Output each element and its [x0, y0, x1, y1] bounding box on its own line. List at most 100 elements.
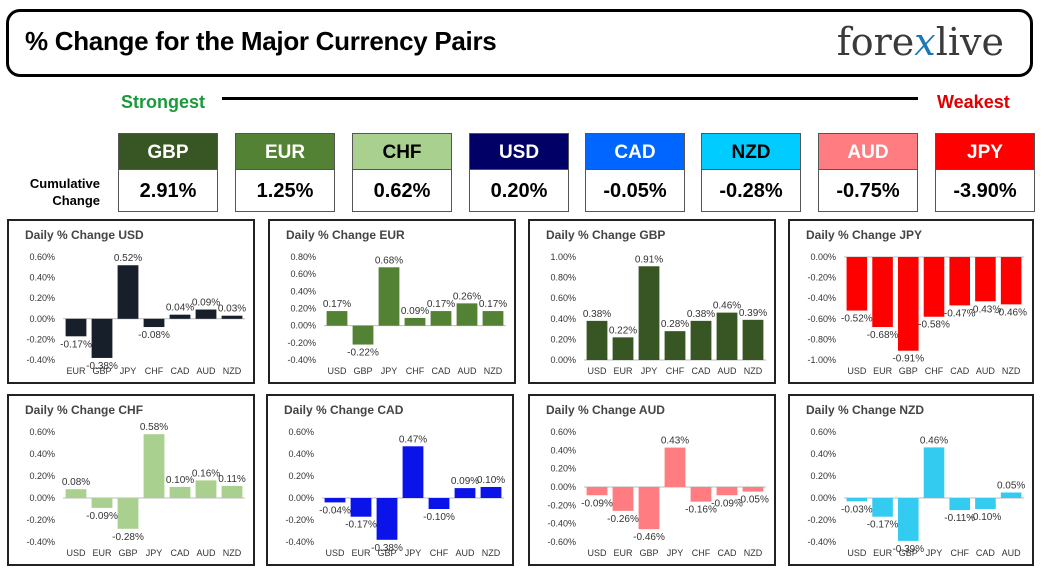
x-tick-label: NZD	[482, 548, 501, 558]
currency-code: USD	[469, 133, 569, 170]
bar-gbp	[352, 325, 374, 345]
x-tick-label: CAD	[691, 366, 711, 376]
data-label: -0.04%	[319, 505, 351, 516]
chart-panel-eur: Daily % Change EUR 0.80% 0.60% 0.40% 0.20% 0.…	[268, 219, 516, 384]
x-tick-label: CAD	[170, 548, 190, 558]
x-tick-label: JPY	[405, 548, 422, 558]
data-label: -0.22%	[347, 348, 379, 359]
y-tick-label: 0.40%	[550, 314, 576, 324]
bar-chart: 0.60% 0.40% 0.20% 0.00% -0.20% -0.40% 0.08% USD…	[26, 422, 246, 558]
bar-cad	[690, 320, 712, 360]
bar-eur	[872, 257, 893, 328]
y-tick-label: 0.60%	[29, 427, 55, 437]
currency-code: AUD	[818, 133, 918, 170]
data-label: 0.16%	[192, 468, 220, 479]
x-tick-label: CAD	[976, 548, 996, 558]
x-tick-label: USD	[587, 366, 607, 376]
x-tick-label: CHF	[145, 366, 164, 376]
y-tick-label: 0.00%	[550, 355, 576, 365]
header-box: % Change for the Major Currency Pairs fo…	[6, 9, 1033, 77]
currency-box-usd: USD 0.20%	[469, 133, 569, 212]
x-tick-label: CHF	[430, 548, 449, 558]
bar-nzd	[221, 485, 243, 498]
bar-chf	[664, 331, 686, 360]
chart-panel-nzd: Daily % Change NZD 0.60% 0.40% 0.20% 0.00% -0…	[788, 394, 1034, 566]
x-tick-label: AUD	[196, 548, 216, 558]
chart-panel-gbp: Daily % Change GBP 1.00% 0.80% 0.60% 0.40% 0.…	[528, 219, 776, 384]
y-tick-label: -0.20%	[807, 273, 836, 283]
data-label: 0.11%	[218, 474, 246, 485]
data-label: 0.46%	[920, 435, 948, 446]
y-tick-label: -0.40%	[547, 519, 576, 529]
y-tick-label: -0.60%	[807, 314, 836, 324]
chart-title: Daily % Change CAD	[284, 403, 404, 417]
x-tick-label: EUR	[351, 548, 371, 558]
bar-gbp	[898, 498, 919, 541]
y-tick-label: 0.40%	[290, 286, 316, 296]
y-tick-label: 0.60%	[29, 252, 55, 262]
x-tick-label: GBP	[899, 548, 918, 558]
bar-chart: 0.00% -0.20% -0.40% -0.60% -0.80% -1.00% -0.52…	[807, 252, 1027, 376]
currency-box-cad: CAD -0.05%	[585, 133, 685, 212]
bar-chart: 1.00% 0.80% 0.60% 0.40% 0.20% 0.00% 0.38% USD 0.…	[550, 252, 767, 376]
chart-title: Daily % Change AUD	[546, 403, 665, 417]
y-tick-label: 0.60%	[810, 427, 836, 437]
x-tick-label: EUR	[873, 366, 893, 376]
x-tick-label: GBP	[377, 548, 396, 558]
x-tick-label: NZD	[223, 548, 242, 558]
chart-title: Daily % Change EUR	[286, 228, 405, 242]
x-tick-label: USD	[587, 548, 607, 558]
currency-code: NZD	[701, 133, 801, 170]
data-label: -0.09%	[86, 511, 118, 522]
data-label: 0.68%	[375, 255, 403, 266]
data-label: 0.52%	[114, 253, 142, 264]
x-tick-label: USD	[327, 366, 347, 376]
data-label: -0.68%	[867, 330, 899, 341]
bar-cad	[975, 498, 996, 509]
bar-aud	[716, 312, 738, 360]
y-tick-label: -0.20%	[547, 500, 576, 510]
data-label: -0.38%	[86, 361, 118, 372]
bar-gbp	[117, 498, 139, 529]
x-tick-label: EUR	[873, 548, 893, 558]
y-tick-label: 0.80%	[550, 273, 576, 283]
data-label: -0.58%	[918, 320, 950, 331]
y-tick-label: -0.20%	[287, 338, 316, 348]
cumulative-label-line-2: Change	[52, 193, 100, 208]
y-tick-label: 0.20%	[29, 471, 55, 481]
bar-aud	[456, 303, 478, 326]
data-label: -0.11%	[944, 513, 975, 524]
x-tick-label: AUD	[976, 366, 996, 376]
x-tick-label: EUR	[613, 548, 633, 558]
chart-title: Daily % Change CHF	[25, 403, 144, 417]
bar-usd	[324, 498, 346, 503]
y-tick-label: -1.00%	[807, 355, 836, 365]
chart-panel-chf: Daily % Change CHF 0.60% 0.40% 0.20% 0.00% -0…	[7, 394, 255, 566]
chart-panel-cad: Daily % Change CAD 0.60% 0.40% 0.20% 0.00% -0…	[266, 394, 514, 566]
x-tick-label: NZD	[744, 548, 763, 558]
data-label: -0.17%	[345, 520, 377, 531]
data-label: -0.17%	[60, 339, 92, 350]
bar-aud	[195, 309, 217, 319]
forexlive-logo: forexlive	[837, 20, 1004, 64]
y-tick-label: -0.40%	[287, 355, 316, 365]
y-tick-label: 0.40%	[29, 273, 55, 283]
x-tick-label: CHF	[925, 366, 944, 376]
bar-chart: 0.60% 0.40% 0.20% 0.00% -0.20% -0.40% -0.03% US…	[807, 427, 1025, 558]
bar-jpy	[117, 265, 139, 319]
bar-usd	[846, 498, 868, 502]
cumulative-label-line-1: Cumulative	[29, 176, 100, 191]
data-label: 0.38%	[687, 309, 715, 320]
bar-gbp	[638, 487, 660, 530]
x-tick-label: GBP	[353, 366, 372, 376]
bar-gbp	[91, 318, 113, 358]
y-tick-label: -0.40%	[807, 537, 836, 547]
x-tick-label: CAD	[431, 366, 451, 376]
x-tick-label: GBP	[118, 548, 137, 558]
x-tick-label: USD	[847, 366, 867, 376]
chart-title: Daily % Change JPY	[806, 228, 923, 242]
bar-eur	[91, 498, 113, 508]
y-tick-label: 0.00%	[29, 314, 55, 324]
y-tick-label: -0.40%	[807, 293, 836, 303]
y-tick-label: -0.20%	[285, 515, 314, 525]
